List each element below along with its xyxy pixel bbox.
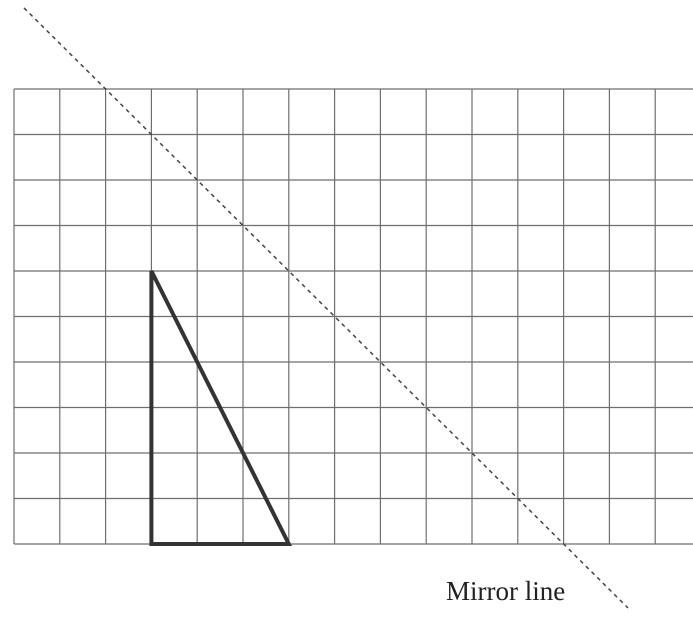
square-grid [13, 88, 693, 545]
mirror-line [23, 7, 629, 609]
mirror-line-label: Mirror line [446, 576, 566, 606]
triangle-shape [149, 270, 293, 546]
triangle-shape-group [149, 270, 293, 546]
mirror-line-group [23, 7, 629, 609]
